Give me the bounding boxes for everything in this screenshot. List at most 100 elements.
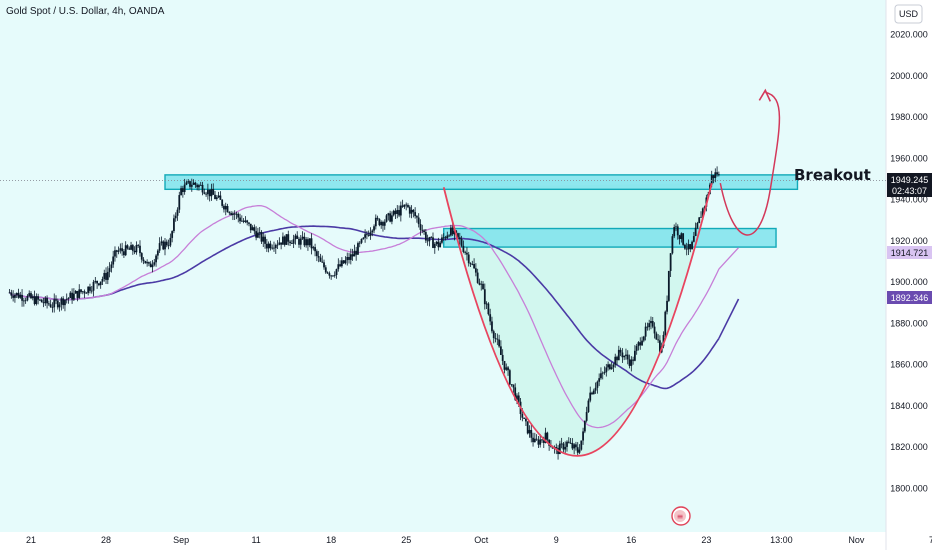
candle[interactable] [569,437,572,444]
candle[interactable] [592,388,595,395]
candle[interactable] [262,232,265,248]
candle[interactable] [501,349,504,366]
candle[interactable] [560,437,563,449]
candle[interactable] [458,232,461,245]
candle[interactable] [265,238,268,252]
candle[interactable] [380,220,383,229]
candle[interactable] [423,228,425,235]
candle[interactable] [101,276,104,285]
candle[interactable] [487,302,490,316]
candle[interactable] [237,212,240,223]
candle[interactable] [485,301,488,310]
candle[interactable] [441,234,443,245]
candle[interactable] [385,214,388,223]
candle[interactable] [637,341,640,351]
candle[interactable] [387,212,390,221]
candle[interactable] [292,234,295,249]
candle[interactable] [155,254,157,267]
candle[interactable] [56,298,59,310]
candle[interactable] [448,234,450,238]
candle[interactable] [530,424,533,443]
candle[interactable] [616,355,618,366]
candle[interactable] [217,191,220,199]
candle[interactable] [255,226,258,241]
candle[interactable] [335,268,338,279]
candle[interactable] [269,240,272,251]
candle[interactable] [248,222,250,227]
candle[interactable] [692,231,695,243]
candle[interactable] [401,199,404,208]
candle[interactable] [130,241,132,250]
candle[interactable] [285,234,288,245]
candle[interactable] [214,190,216,200]
candle[interactable] [153,258,156,267]
candle[interactable] [562,442,565,453]
candle[interactable] [221,199,224,208]
candle[interactable] [392,209,395,217]
candle[interactable] [257,227,259,239]
candle[interactable] [687,239,690,256]
candle[interactable] [99,281,102,289]
candle[interactable] [226,203,229,213]
candle[interactable] [283,235,286,247]
candle[interactable] [717,171,720,177]
candle[interactable] [716,166,718,177]
candle[interactable] [503,360,506,374]
candle[interactable] [123,248,125,259]
candle[interactable] [650,316,652,330]
candle[interactable] [424,229,427,244]
candle[interactable] [242,218,245,224]
currency-button[interactable]: USD [894,4,923,24]
candle[interactable] [69,291,72,299]
candle[interactable] [76,290,79,302]
candle[interactable] [564,441,567,454]
candle[interactable] [348,252,350,264]
candle[interactable] [337,258,340,272]
candle[interactable] [373,224,375,234]
candle[interactable] [430,236,433,239]
candle[interactable] [103,269,106,282]
candle[interactable] [346,252,349,266]
candle[interactable] [26,294,29,302]
candle[interactable] [482,281,484,290]
candle[interactable] [305,237,308,248]
candle[interactable] [121,242,124,256]
candle[interactable] [344,256,347,265]
candle[interactable] [578,444,581,455]
candle[interactable] [139,240,141,257]
candle[interactable] [353,244,356,257]
candle[interactable] [333,271,336,278]
candle[interactable] [203,188,206,195]
candle[interactable] [189,180,191,189]
candle[interactable] [124,241,127,257]
candle[interactable] [190,178,193,192]
candle[interactable] [412,209,415,218]
candle[interactable] [685,242,688,256]
candle[interactable] [260,230,263,245]
candle[interactable] [74,289,77,294]
candle[interactable] [115,249,118,258]
candle[interactable] [173,214,175,234]
candle[interactable] [146,259,149,267]
candle[interactable] [328,271,331,279]
candle[interactable] [349,248,352,265]
candle[interactable] [144,260,147,264]
candle[interactable] [80,289,82,294]
candle[interactable] [567,437,570,444]
candle[interactable] [110,261,113,273]
candle[interactable] [176,207,179,221]
candle[interactable] [230,211,233,216]
candle[interactable] [296,231,299,239]
candle[interactable] [449,224,452,237]
candle[interactable] [492,329,495,344]
candle[interactable] [44,296,47,306]
candle[interactable] [566,440,568,452]
candle[interactable] [183,178,186,195]
candle[interactable] [630,356,633,372]
candle[interactable] [426,234,429,246]
candle[interactable] [483,283,486,310]
candle[interactable] [267,241,270,253]
candle[interactable] [83,289,86,299]
candle[interactable] [669,253,672,278]
